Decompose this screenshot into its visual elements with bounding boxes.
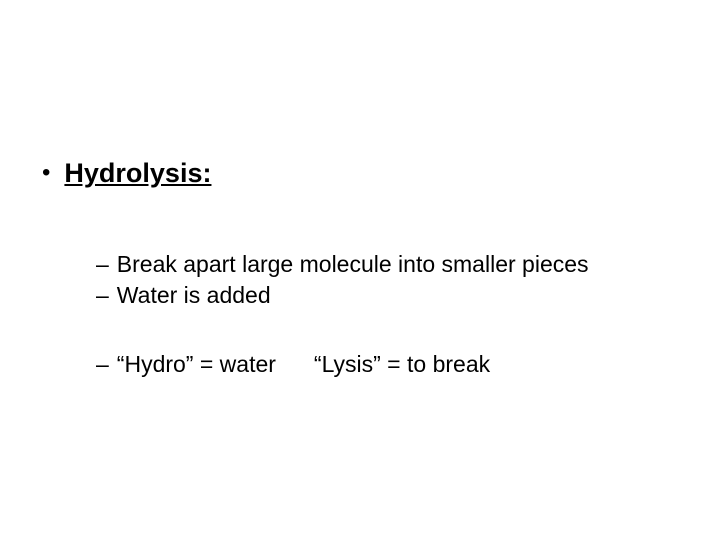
sub-text-3a: “Hydro” = water xyxy=(117,349,276,380)
dash-icon: – xyxy=(96,280,109,311)
sub-bullet-3: – “Hydro” = water “Lysis” = to break xyxy=(96,349,720,380)
sub-bullet-group: – Break apart large molecule into smalle… xyxy=(42,249,720,380)
dash-icon: – xyxy=(96,249,109,280)
dash-icon: – xyxy=(96,349,109,380)
heading-row: • Hydrolysis: xyxy=(42,158,720,189)
heading-text: Hydrolysis: xyxy=(64,158,211,189)
slide-body: • Hydrolysis: – Break apart large molecu… xyxy=(0,0,720,380)
sub-bullet-1: – Break apart large molecule into smalle… xyxy=(96,249,720,280)
spacer-row xyxy=(96,311,720,349)
sub-text-1: Break apart large molecule into smaller … xyxy=(117,249,589,280)
bullet-icon: • xyxy=(42,161,50,185)
sub-text-3b: “Lysis” = to break xyxy=(314,349,490,380)
sub-bullet-2: – Water is added xyxy=(96,280,720,311)
sub-text-2: Water is added xyxy=(117,280,271,311)
